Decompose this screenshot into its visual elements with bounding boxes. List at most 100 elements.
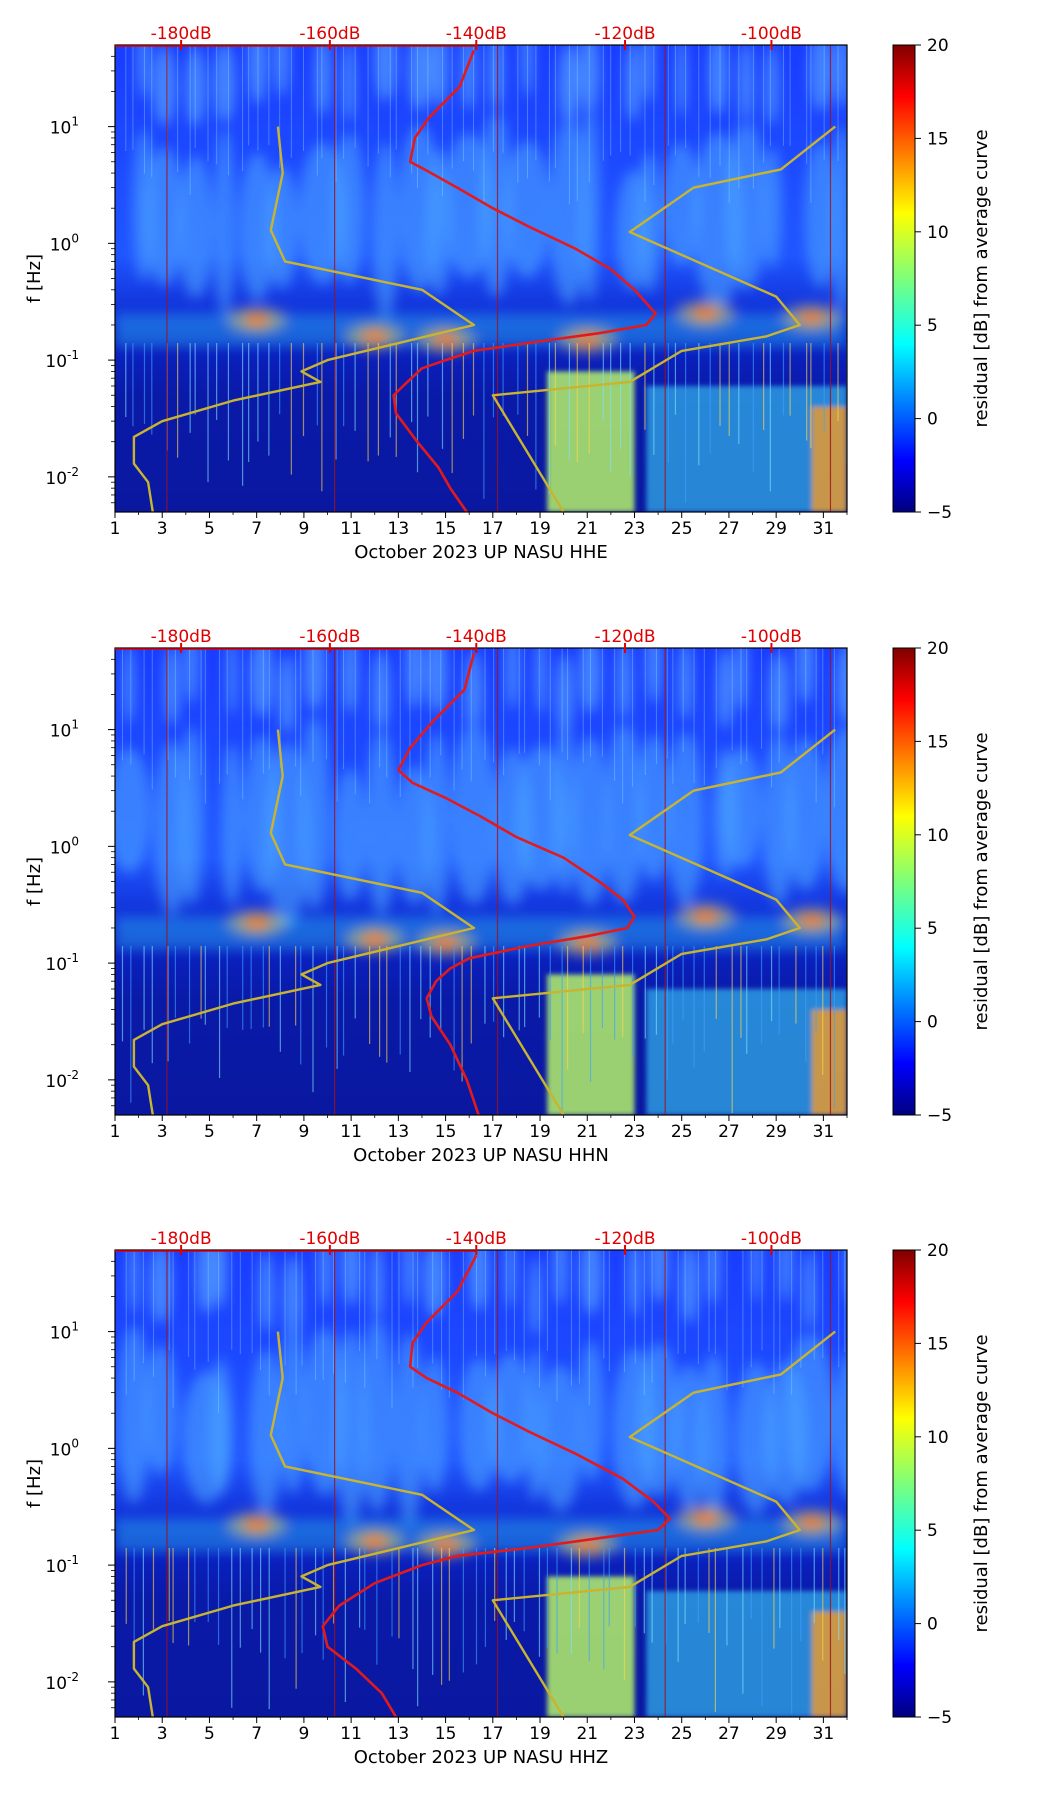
- x-tick-label: 3: [157, 1122, 168, 1142]
- colorbar-label: residual [dB] from average curve: [971, 1334, 992, 1632]
- x-tick-label: 15: [435, 519, 457, 539]
- db-tick-label: -160dB: [299, 24, 360, 44]
- y-tick-exponent: -1: [67, 348, 79, 362]
- x-tick-label: 11: [340, 1122, 362, 1142]
- y-tick-exponent: 1: [71, 115, 79, 129]
- db-tick-label: -180dB: [151, 1229, 212, 1249]
- x-tick-label: 31: [813, 519, 835, 539]
- y-axis-label: f [Hz]: [24, 857, 45, 906]
- db-tick-label: -100dB: [741, 1229, 802, 1249]
- colorbar-tick-label: 15: [927, 129, 949, 149]
- y-tick-label: 10-2: [45, 1670, 79, 1694]
- x-tick-label: 5: [204, 1724, 215, 1744]
- x-tick-label: 13: [388, 1122, 410, 1142]
- x-tick-label: 21: [576, 1122, 598, 1142]
- db-tick-label: -140dB: [446, 24, 507, 44]
- x-tick-label: 11: [340, 519, 362, 539]
- noise-model-curve: [132, 126, 476, 512]
- x-tick-label: 23: [624, 1122, 646, 1142]
- x-tick-label: 7: [251, 1122, 262, 1142]
- x-tick-label: 25: [671, 1724, 693, 1744]
- y-tick-exponent: 1: [71, 1320, 79, 1334]
- average-psd-curve: [392, 49, 658, 512]
- colorbar-tick-label: 5: [927, 1521, 938, 1541]
- colorbar-label: residual [dB] from average curve: [971, 732, 992, 1030]
- y-tick-exponent: 0: [71, 834, 79, 848]
- x-tick-label: 9: [298, 1724, 309, 1744]
- x-tick-label: 27: [718, 1724, 740, 1744]
- colorbar-tick-label: 10: [927, 1428, 949, 1448]
- y-tick-label: 101: [50, 115, 79, 139]
- y-tick-label: 101: [50, 718, 79, 742]
- colorbar: [892, 1249, 916, 1718]
- colorbar: [892, 647, 916, 1116]
- colorbar-tick-label: 0: [927, 1013, 938, 1033]
- y-tick-label: 100: [50, 834, 79, 858]
- y-tick-label: 10-2: [45, 1068, 79, 1092]
- colorbar-tick-label: 20: [927, 639, 949, 659]
- x-tick-label: 5: [204, 1122, 215, 1142]
- y-tick-label: 100: [50, 231, 79, 255]
- noise-model-curve: [132, 729, 476, 1115]
- y-tick-label: 10-1: [45, 1553, 79, 1577]
- db-tick-label: -180dB: [151, 627, 212, 647]
- x-tick-label: 17: [482, 519, 504, 539]
- x-tick-label: 7: [251, 1724, 262, 1744]
- x-tick-label: 19: [529, 519, 551, 539]
- x-tick-label: 27: [718, 519, 740, 539]
- x-tick-label: 1: [110, 1724, 121, 1744]
- x-tick-label: 21: [576, 519, 598, 539]
- y-tick-exponent: -1: [67, 951, 79, 965]
- x-tick-label: 31: [813, 1122, 835, 1142]
- x-tick-label: 21: [576, 1724, 598, 1744]
- noise-model-curve: [132, 1331, 476, 1717]
- y-tick-label: 10-2: [45, 465, 79, 489]
- x-tick-label: 17: [482, 1122, 504, 1142]
- x-tick-label: 5: [204, 519, 215, 539]
- x-axis-label: October 2023 UP NASU HHZ: [354, 1747, 609, 1768]
- x-tick-label: 23: [624, 1724, 646, 1744]
- average-psd-curve: [321, 1254, 672, 1717]
- x-tick-label: 15: [435, 1724, 457, 1744]
- x-tick-label: 25: [671, 1122, 693, 1142]
- x-tick-label: 3: [157, 519, 168, 539]
- x-axis-label: October 2023 UP NASU HHE: [354, 542, 608, 563]
- spectrogram-area: [115, 648, 847, 1115]
- y-tick-label: 10-1: [45, 951, 79, 975]
- colorbar-tick-label: 5: [927, 919, 938, 939]
- colorbar-tick-label: 0: [927, 410, 938, 430]
- x-tick-label: 3: [157, 1724, 168, 1744]
- colorbar-tick-label: 15: [927, 1334, 949, 1354]
- db-tick-label: -140dB: [446, 627, 507, 647]
- y-tick-exponent: -2: [67, 465, 79, 479]
- x-tick-label: 9: [298, 519, 309, 539]
- colorbar-tick-label: −5: [927, 503, 952, 523]
- x-tick-label: 15: [435, 1122, 457, 1142]
- y-tick-label: 101: [50, 1320, 79, 1344]
- spectrogram-energy: [115, 648, 847, 957]
- x-axis-label: October 2023 UP NASU HHN: [353, 1145, 609, 1166]
- y-axis-label: f [Hz]: [24, 254, 45, 303]
- db-tick-label: -140dB: [446, 1229, 507, 1249]
- x-tick-label: 19: [529, 1122, 551, 1142]
- x-tick-label: 29: [765, 1724, 787, 1744]
- x-tick-label: 27: [718, 1122, 740, 1142]
- x-tick-label: 13: [388, 1724, 410, 1744]
- y-tick-label: 10-1: [45, 348, 79, 372]
- chart-panel-2: 1 3 5 7 9 11 13 15 17 19 21 23 25 27 29 3110-210-110010…: [24, 627, 992, 1166]
- y-tick-exponent: -2: [67, 1068, 79, 1082]
- x-tick-label: 1: [110, 1122, 121, 1142]
- low-frequency-energy: [547, 1576, 847, 1717]
- db-tick-label: -100dB: [741, 24, 802, 44]
- colorbar-tick-label: −5: [927, 1708, 952, 1728]
- spectrogram-area: [115, 45, 847, 512]
- db-tick-label: -120dB: [595, 627, 656, 647]
- db-tick-label: -100dB: [741, 627, 802, 647]
- average-psd-curve: [397, 652, 636, 1115]
- y-axis-label: f [Hz]: [24, 1459, 45, 1508]
- colorbar-tick-label: 20: [927, 1241, 949, 1261]
- colorbar-tick-label: 10: [927, 223, 949, 243]
- noise-model-curve: [491, 1330, 836, 1717]
- low-frequency-energy: [547, 974, 847, 1115]
